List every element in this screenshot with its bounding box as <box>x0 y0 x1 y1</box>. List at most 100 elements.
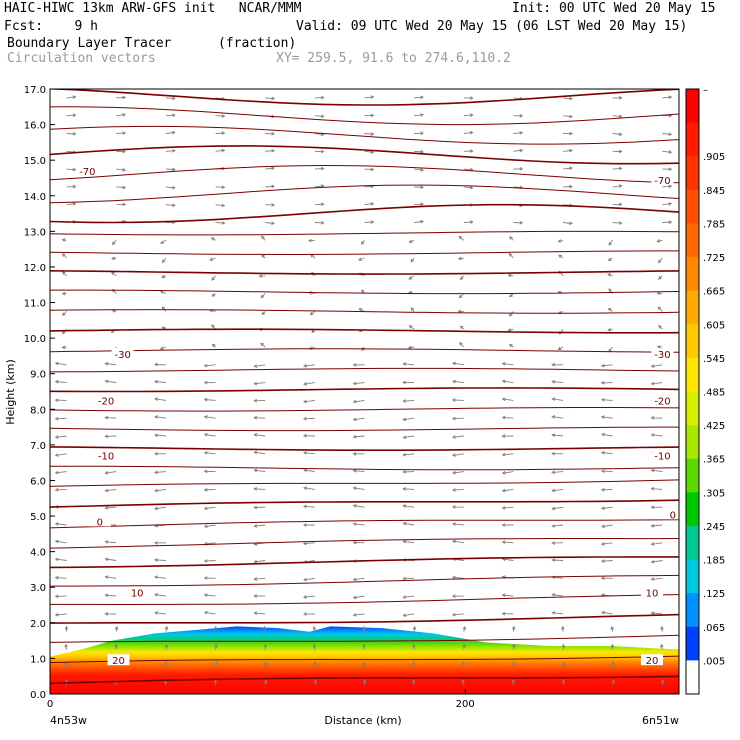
wind-vector <box>352 522 365 526</box>
contour-label-bg <box>641 586 664 598</box>
wind-vector <box>402 487 415 491</box>
wind-vector <box>352 504 365 508</box>
wind-vector <box>263 661 268 668</box>
wind-vector <box>612 149 623 154</box>
wind-vector <box>508 311 514 317</box>
wind-vector <box>607 307 613 312</box>
wind-vector <box>513 167 524 171</box>
wind-vector <box>607 273 613 277</box>
wind-vector <box>153 362 166 367</box>
x-tick-label: 200 <box>456 699 475 710</box>
wind-vector <box>54 398 67 402</box>
wind-vector <box>451 594 464 598</box>
wind-vector <box>612 221 623 225</box>
wind-vector <box>662 220 673 225</box>
wind-vector <box>154 397 166 401</box>
wind-vector <box>261 254 266 259</box>
wind-vector <box>352 486 365 490</box>
wind-vector <box>600 506 613 511</box>
wind-vector <box>253 594 266 598</box>
wind-vector <box>458 293 465 299</box>
wind-vector <box>203 415 216 419</box>
wind-vector <box>203 559 216 563</box>
contour-line <box>50 367 679 373</box>
wind-vector <box>463 96 474 100</box>
wind-vector <box>307 238 315 243</box>
wind-vector <box>600 450 613 455</box>
wind-vector <box>600 610 613 615</box>
contour-label-bg <box>95 394 118 406</box>
wind-vector <box>600 381 613 385</box>
wind-vector <box>402 452 415 457</box>
wind-vector <box>54 453 67 457</box>
wind-vector <box>414 168 425 172</box>
wind-vector <box>160 239 167 244</box>
wind-vector <box>116 149 127 154</box>
wind-vector <box>153 470 166 475</box>
wind-vector <box>600 542 613 546</box>
contour-label-bg <box>651 449 674 461</box>
wind-vector <box>662 95 673 100</box>
wind-vector <box>303 382 315 386</box>
y-tick-label: 14.0 <box>24 192 46 203</box>
contour-line <box>50 465 679 471</box>
wind-vector <box>352 381 365 386</box>
wind-vector <box>211 275 216 281</box>
y-tick-label: 0.0 <box>30 690 46 701</box>
wind-vector <box>352 613 365 617</box>
wind-vector <box>164 643 169 650</box>
wind-vector <box>608 240 614 246</box>
colorbar-label: .425 <box>703 421 725 432</box>
wind-vector <box>362 625 367 632</box>
wind-vector <box>161 257 167 264</box>
wind-vector <box>501 361 514 366</box>
wind-vector <box>600 432 613 437</box>
contour-labels: -70 -70 -30 -30 -20 -20 -10 -10 0 0 10 10 20 20 <box>76 164 684 667</box>
wind-vector <box>563 96 574 101</box>
wind-vector <box>650 486 663 491</box>
wind-vector <box>402 576 415 581</box>
wind-vector <box>203 610 216 615</box>
wind-vector <box>54 361 67 366</box>
wind-vector <box>650 542 663 546</box>
wind-vector <box>662 184 673 189</box>
wind-vector <box>352 434 365 439</box>
wind-vector <box>203 524 216 529</box>
contour-line <box>50 184 679 204</box>
y-axis: 0.0 1.0 2.0 3.0 4.0 5.0 6.0 7.0 8.0 9.0 10.0 11.0 12… <box>24 85 55 701</box>
colorbar-swatch <box>686 290 699 325</box>
contour-label-bg <box>641 654 664 666</box>
wind-vector <box>104 361 117 366</box>
wind-vector <box>253 450 266 455</box>
y-tick-label: 17.0 <box>24 85 46 96</box>
wind-vector <box>54 539 67 544</box>
wind-vector <box>54 522 67 526</box>
wind-vector <box>104 612 117 616</box>
wind-vector <box>302 433 315 438</box>
wind-vector <box>153 558 166 562</box>
wind-vector <box>54 594 67 599</box>
wind-vector <box>512 643 516 650</box>
wind-vector <box>312 625 317 632</box>
wind-vector <box>154 379 166 384</box>
wind-vector <box>411 679 416 686</box>
wind-vector <box>660 679 665 686</box>
wind-vector <box>154 415 166 419</box>
wind-vector <box>253 559 266 564</box>
wind-vector <box>265 96 276 101</box>
wind-vector <box>551 611 564 615</box>
wind-vector <box>551 470 564 475</box>
wind-vector <box>54 557 67 562</box>
colorbar-label: .305 <box>703 488 725 499</box>
contour-line <box>50 250 679 255</box>
wind-vector <box>662 167 673 171</box>
wind-vector <box>463 149 474 153</box>
colorbar-swatch <box>686 391 699 426</box>
wind-vector <box>302 504 315 509</box>
y-tick-label: 10.0 <box>24 334 46 345</box>
colorbar-swatch <box>686 593 699 628</box>
colorbar-swatch <box>686 626 699 661</box>
wind-vector <box>600 469 613 473</box>
wind-vector <box>451 575 464 580</box>
wind-vector <box>463 113 474 117</box>
